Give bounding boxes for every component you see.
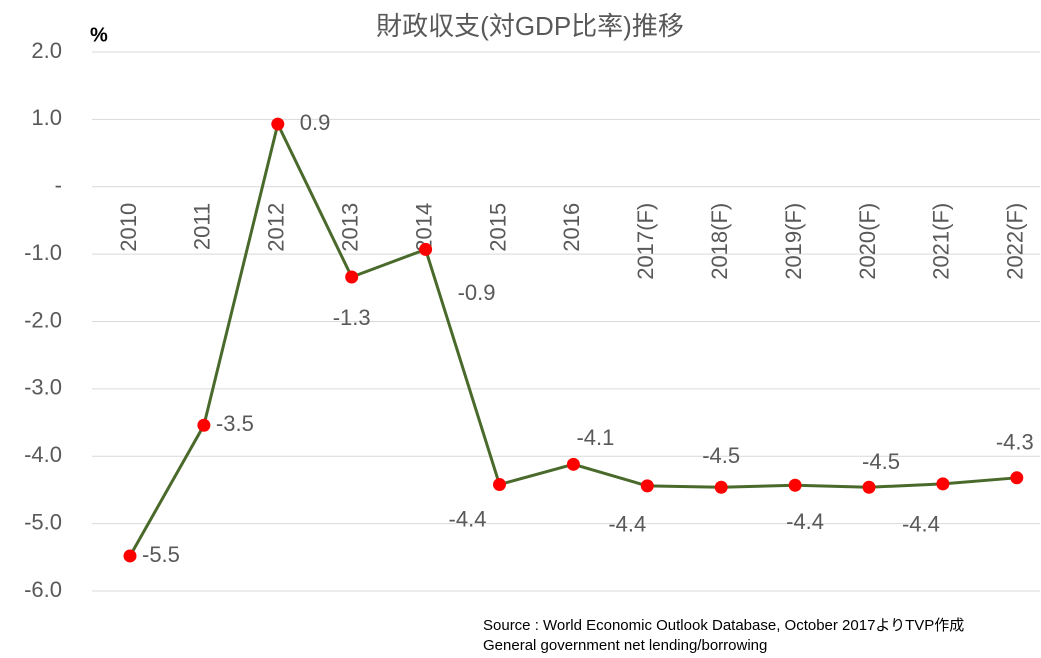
- x-tick-label: 2010: [116, 203, 141, 252]
- y-tick-label: 1.0: [31, 105, 62, 130]
- x-tick-label: 2016: [559, 203, 584, 252]
- data-label: -3.5: [216, 411, 254, 436]
- data-label: -4.4: [786, 509, 824, 534]
- data-label: 0.9: [300, 110, 331, 135]
- data-label: -4.4: [608, 512, 646, 537]
- marker: [1010, 471, 1024, 485]
- marker: [566, 457, 580, 471]
- marker: [419, 242, 433, 256]
- x-tick-label: 2018(F): [707, 203, 732, 280]
- marker: [271, 117, 285, 131]
- x-tick-label: 2019(F): [781, 203, 806, 280]
- y-tick-label: 2.0: [31, 38, 62, 63]
- data-label: -0.9: [458, 280, 496, 305]
- data-label: -4.4: [902, 512, 940, 537]
- y-tick-label: -2.0: [24, 307, 62, 332]
- data-label: -4.1: [576, 425, 614, 450]
- marker: [197, 418, 211, 432]
- data-label: -4.5: [862, 449, 900, 474]
- data-label: -1.3: [333, 305, 371, 330]
- marker: [936, 477, 950, 491]
- x-tick-label: 2022(F): [1003, 203, 1028, 280]
- series-line: [128, 119, 1017, 557]
- y-unit: %: [90, 24, 108, 46]
- marker: [640, 479, 654, 493]
- y-tick-label: -: [55, 173, 62, 198]
- y-tick-label: -6.0: [24, 577, 62, 602]
- marker: [493, 478, 506, 492]
- x-tick-label: 2017(F): [633, 203, 658, 280]
- marker: [345, 270, 359, 284]
- x-tick-label: 2015: [485, 203, 510, 252]
- y-tick-label: -4.0: [24, 442, 62, 467]
- x-tick-label: 2011: [190, 203, 215, 250]
- data-label: -5.5: [142, 542, 180, 567]
- data-label: -4.3: [996, 430, 1034, 455]
- marker: [714, 480, 728, 494]
- marker: [788, 478, 802, 492]
- y-tick-label: -5.0: [24, 509, 62, 534]
- x-tick-label: 2012: [264, 203, 289, 252]
- x-tick-label: 2013: [338, 203, 363, 252]
- y-tick-label: -1.0: [24, 240, 62, 265]
- marker: [862, 480, 876, 494]
- marker: [123, 549, 137, 563]
- x-tick-label: 2020(F): [855, 203, 880, 280]
- y-tick-label: -3.0: [24, 375, 62, 400]
- note: General government net lending/borrowing: [483, 637, 767, 654]
- data-label: -4.4: [449, 506, 487, 531]
- data-label: -4.5: [702, 443, 740, 468]
- chart-title: 財政収支(対GDP比率)推移: [376, 11, 684, 41]
- x-tick-label: 2021(F): [929, 203, 954, 280]
- source: Source : World Economic Outlook Database…: [483, 617, 964, 634]
